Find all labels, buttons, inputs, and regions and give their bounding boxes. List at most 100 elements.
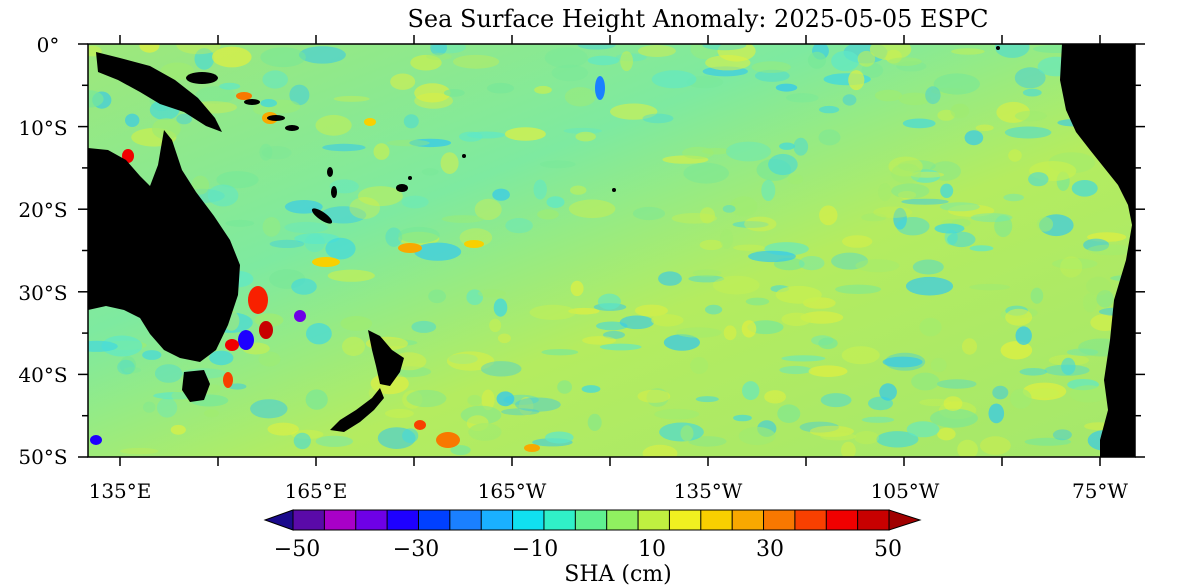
anomaly-patch [315,435,353,447]
anomaly-patch [489,318,502,333]
anomaly-patch [291,278,317,295]
anomaly-patch [448,353,478,364]
anomaly-patch [260,47,306,68]
anomaly-patch [284,221,329,234]
colorbar-cell [480,509,514,531]
anomaly-patch [663,334,701,351]
longitude-labels: 135°E 165°E 165°W 135°W 105°W 75°W [89,479,1129,503]
new-zealand-south-island [330,388,384,432]
anomaly-patch [947,204,995,217]
anomaly-patch [267,422,299,436]
anomaly-patch [688,436,727,447]
anomaly-patch [414,92,453,109]
anomaly-patch [818,129,841,146]
anomaly-patch [620,51,633,72]
anomaly-patch [994,215,1013,238]
anomaly-patch [841,346,880,365]
anomaly-patch [934,223,965,234]
tasmania-landmass [182,370,210,402]
anomaly-patch [216,171,259,189]
anomaly-patch [157,398,178,418]
anomaly-patch [879,383,897,401]
anomaly-patch [298,46,346,64]
colorbar-tick-label: 30 [756,537,784,562]
solomon-island-1 [244,99,260,105]
anomaly-patch [557,380,572,394]
anomaly-patch [610,103,658,120]
anomaly-patch [970,213,1013,223]
anomaly-patch [1014,67,1046,89]
anomaly-patch [568,307,600,315]
bismarck-island [186,72,218,84]
anomaly-patch [888,57,922,66]
anomaly-patch [882,356,923,368]
anomaly-patch [747,320,784,335]
anomaly-patch [1008,149,1022,162]
anomaly-patch [474,198,502,220]
anomaly-patch [564,87,596,107]
anomaly-patch [732,221,769,228]
anomaly-patch [384,408,414,419]
anomaly-patch [930,408,978,428]
anomaly-patch [191,175,210,195]
anomaly-patch [819,105,840,114]
anomaly-patch [809,425,855,437]
colorbar-cell [606,509,639,531]
anomaly-patch [898,191,917,199]
anomaly-patch [898,92,931,106]
anomaly-patch [654,408,700,420]
anomaly-patch [873,206,913,218]
colorbar-cell [857,509,890,531]
anomaly-patch [430,44,447,56]
anomaly-patch [933,73,980,95]
strong-anomaly-patch [312,257,340,267]
anomaly-patch [751,61,791,73]
anomaly-patch [781,312,812,326]
anomaly-patch [869,44,912,61]
anomaly-patch [896,217,930,236]
anomaly-patch [861,416,895,423]
anomaly-patch [779,142,795,150]
anomaly-patch [820,432,856,441]
anomaly-patch [582,336,617,345]
anomaly-patch [409,138,452,148]
anomaly-patch [777,404,801,424]
anomaly-patch [250,399,288,419]
anomaly-patch [551,64,589,82]
colorbar-cell [637,509,671,531]
strong-anomaly-patch [398,243,422,253]
anomaly-patch [835,284,882,294]
anomaly-patch [841,441,856,457]
anomaly-patch [258,351,281,367]
anomaly-patch [855,259,900,273]
anomaly-patch [160,62,195,81]
anomaly-patch [289,84,310,106]
land-masses [88,44,1135,457]
anomaly-patch [101,335,143,357]
lon-label: 75°W [1072,479,1128,503]
anomaly-patch [720,229,734,249]
anomaly-patch [428,289,446,304]
strong-anomaly-patch [236,92,252,100]
anomaly-patch [723,325,737,341]
strong-anomaly-patch [90,435,102,445]
strong-anomaly-patch [414,420,426,430]
anomaly-patch [329,179,359,194]
colorbar-tick-label: −30 [393,537,439,562]
anomaly-patch [468,423,502,441]
anomaly-patch [930,357,947,373]
anomaly-patch [446,351,495,371]
anomaly-patch [1066,348,1099,356]
map-area [88,44,1135,457]
lat-label: 30°S [18,281,67,305]
anomaly-patch [848,70,865,91]
anomaly-patch [964,130,984,146]
anomaly-patch [1015,326,1032,346]
anomaly-patch [228,383,247,390]
anomaly-patch [733,244,765,251]
colorbar-cell [417,509,451,531]
anomaly-patch [1003,193,1024,202]
anomaly-patch [876,431,919,448]
anomaly-patch [294,233,340,244]
colorbar-cell [323,509,357,531]
